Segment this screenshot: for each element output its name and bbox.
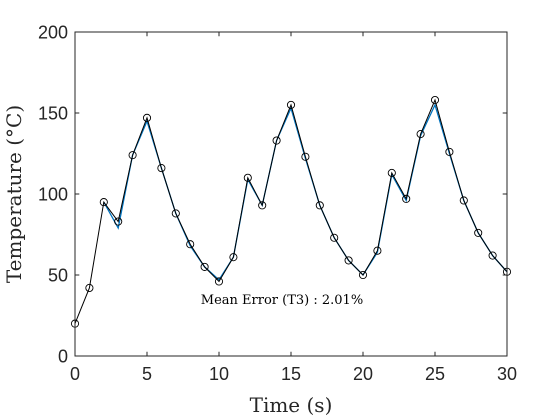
y-tick-label: 50 — [48, 266, 68, 286]
axis-layer: 0 5 10 15 20 25 30 0 50 100 150 200 — [38, 23, 517, 385]
x-tick-label: 10 — [209, 364, 229, 384]
series-1-point — [99, 198, 108, 207]
y-axis-label: Temperature (°C) — [2, 105, 26, 283]
x-tick-label: 20 — [353, 364, 373, 384]
x-tick-label: 0 — [70, 364, 80, 384]
series-1-point — [157, 164, 166, 173]
series-1-point — [315, 201, 324, 210]
series-1-point — [373, 246, 382, 255]
series-1-point — [416, 130, 425, 139]
series-1-point — [459, 196, 468, 205]
series-layer — [70, 95, 512, 328]
series-1-point — [445, 147, 454, 156]
series-1-point — [85, 283, 94, 293]
mean-error-annotation: Mean Error (T3) : 2.01% — [201, 293, 363, 308]
series-1-point — [430, 95, 440, 105]
series-1-point — [272, 136, 281, 145]
x-axis-label: Time (s) — [250, 393, 333, 417]
series-1-point — [214, 277, 224, 286]
series-1-point — [128, 151, 137, 160]
series-1-point — [330, 233, 339, 242]
series-1-point — [301, 152, 310, 161]
series-1-point — [258, 201, 267, 210]
series-1-point — [286, 100, 296, 109]
series-1-point — [171, 209, 180, 218]
series-1-point — [186, 240, 195, 249]
series-1-point — [344, 256, 353, 265]
x-tick-label: 15 — [281, 364, 301, 384]
y-tick-label: 100 — [38, 185, 68, 205]
series-1-line — [74, 98, 508, 324]
y-tick-label: 200 — [38, 23, 68, 43]
x-tick-label: 5 — [142, 364, 152, 384]
plot-area — [75, 32, 507, 356]
series-1-point — [488, 251, 497, 260]
series-1-point — [243, 173, 252, 182]
y-tick-label: 150 — [38, 104, 68, 124]
series-1-point — [402, 194, 411, 203]
x-tick-label: 30 — [497, 364, 517, 384]
x-tick-label: 25 — [425, 364, 445, 384]
series-1-point — [358, 270, 368, 280]
series-1-point — [142, 113, 152, 122]
series-1-point — [387, 168, 396, 177]
series-1-point — [114, 217, 123, 226]
series-1-point — [200, 262, 209, 271]
series-1-point — [474, 228, 483, 237]
y-tick-label: 0 — [58, 347, 68, 367]
series-1-point — [229, 253, 238, 262]
